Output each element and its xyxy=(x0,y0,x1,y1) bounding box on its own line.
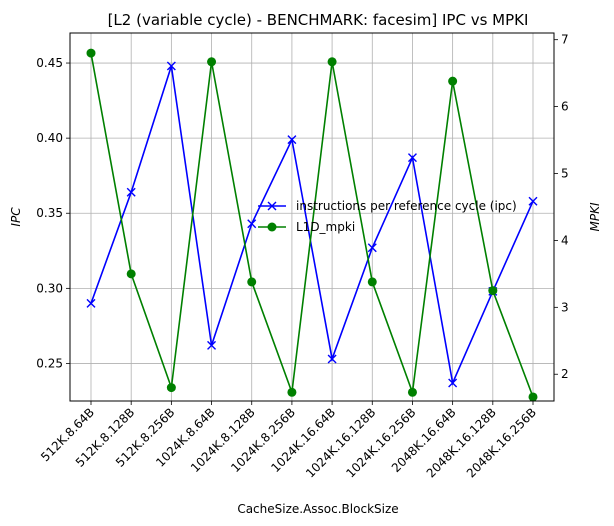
y-left-tick-label: 0.30 xyxy=(36,281,63,295)
y-left-tick-label: 0.40 xyxy=(36,131,63,145)
y-axis-left-label: IPC xyxy=(9,207,23,227)
y-right-tick-label: 3 xyxy=(561,300,569,314)
series-0-point xyxy=(247,219,257,229)
series-line-1 xyxy=(90,52,534,398)
series-0-point xyxy=(407,153,417,163)
legend-marker xyxy=(267,222,277,232)
y-axis-right-label: MPKI xyxy=(588,202,602,231)
series-1-point xyxy=(528,392,538,402)
y-left-tick-label: 0.35 xyxy=(36,206,63,220)
y-right-tick-label: 2 xyxy=(561,367,569,381)
x-tick-label: 2048K.16.128B xyxy=(424,405,499,480)
chart-title: [L2 (variable cycle) - BENCHMARK: facesi… xyxy=(108,11,529,29)
series-0-point xyxy=(86,298,96,308)
series-0-point xyxy=(448,378,458,388)
series-1-point xyxy=(367,277,377,287)
series-1-point xyxy=(126,269,136,279)
series-0-point xyxy=(528,196,538,206)
series-1-point xyxy=(407,387,417,397)
plot-series xyxy=(86,48,538,402)
x-tick-label: 1024K.16.128B xyxy=(303,405,378,480)
x-tick-label: 2048K.16.256B xyxy=(464,405,539,480)
series-line-0 xyxy=(90,65,534,386)
series-0-point xyxy=(287,135,297,145)
series-1-point xyxy=(86,48,96,58)
series-1-point xyxy=(166,383,176,393)
y-left-tick-label: 0.45 xyxy=(36,56,63,70)
y-right-tick-label: 4 xyxy=(561,233,569,247)
series-0-point xyxy=(207,340,217,350)
legend-label: L1D_mpki xyxy=(296,220,355,234)
legend: instructions per reference cycle (ipc) L1… xyxy=(258,199,517,234)
series-1-point xyxy=(247,277,257,287)
y-right-tick-label: 5 xyxy=(561,167,569,181)
y-right-tick-label: 7 xyxy=(561,33,569,47)
series-1-point xyxy=(488,286,498,296)
x-axis-label: CacheSize.Assoc.BlockSize xyxy=(237,502,398,516)
series-0-point xyxy=(327,354,337,364)
series-0-point xyxy=(126,187,136,197)
series-0-point xyxy=(166,61,176,71)
x-tick-label: 1024K.16.256B xyxy=(343,405,418,480)
series-1-point xyxy=(207,57,217,67)
y-left-tick-label: 0.25 xyxy=(36,356,63,370)
series-0-point xyxy=(367,243,377,253)
series-1-point xyxy=(327,57,337,67)
grid xyxy=(70,33,554,401)
axes: 512K.8.64B512K.8.128B512K.8.256B1024K.8.… xyxy=(36,33,568,481)
legend-label: instructions per reference cycle (ipc) xyxy=(296,199,517,213)
plot-frame xyxy=(69,32,555,402)
series-1-point xyxy=(287,387,297,397)
legend-marker xyxy=(267,201,277,211)
y-right-tick-label: 6 xyxy=(561,100,569,114)
series-1-point xyxy=(448,76,458,86)
